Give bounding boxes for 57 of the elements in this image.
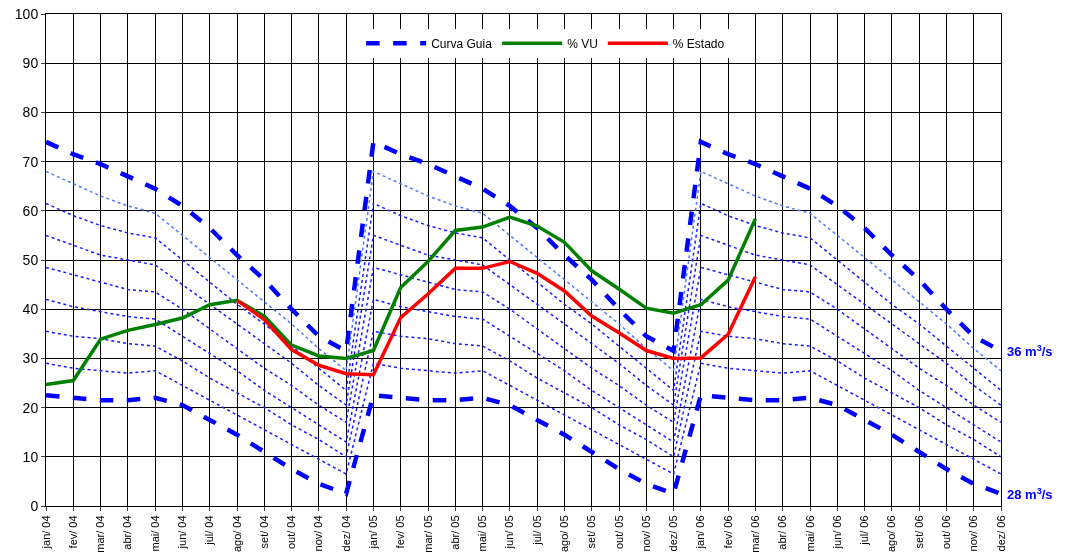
x-tick-label: ago/ 05 — [558, 515, 571, 553]
x-tick-label: abr/ 04 — [121, 515, 134, 550]
annotation: 28 m$^{3}$/s — [1007, 486, 1053, 503]
x-tick-label: jun/ 05 — [503, 515, 516, 550]
x-tick-label: jun/ 04 — [176, 515, 188, 550]
annotation: 36 m$^{3}$/s — [1007, 343, 1053, 360]
line-series — [235, 259, 758, 377]
y-tick-label: 50 — [22, 251, 39, 268]
x-tick-label: mar/ 05 — [421, 515, 434, 553]
x-tick-label: mar/ 06 — [749, 515, 762, 553]
y-tick-label: 90 — [22, 55, 39, 72]
y-tick-label: 0 — [30, 497, 39, 514]
x-tick-label: abr/ 05 — [448, 515, 461, 550]
x-tick-label: out/ 05 — [612, 515, 625, 550]
x-tick-label: set/ 06 — [912, 515, 925, 549]
x-tick-label: fev/ 05 — [394, 515, 407, 549]
x-tick-label: nov/ 05 — [639, 515, 652, 552]
x-tick-label: out/ 04 — [285, 515, 298, 550]
y-tick-label: 80 — [22, 104, 39, 121]
legend-label: % Estado — [672, 36, 725, 51]
x-tick-label: nov/ 06 — [967, 515, 980, 552]
x-tick-label: jul/ 05 — [530, 515, 543, 546]
x-tick-label: mai/ 06 — [803, 515, 816, 552]
y-tick-label: 20 — [22, 399, 39, 416]
x-tick-label: set/ 04 — [257, 515, 270, 549]
y-tick-label: 30 — [22, 350, 39, 367]
x-tick-label: jan/ 05 — [367, 515, 380, 550]
line-series — [46, 170, 1001, 372]
x-tick-label: mai/ 04 — [148, 515, 161, 552]
x-tick-label: jan/ 06 — [694, 515, 707, 550]
x-tick-label: mai/ 05 — [476, 515, 489, 552]
x-tick-label: fev/ 04 — [66, 515, 79, 549]
x-tick-label: abr/ 06 — [776, 515, 789, 550]
x-tick-label: dez/ 06 — [994, 515, 1007, 552]
legend-label: % VU — [567, 36, 598, 51]
line-series — [46, 393, 1001, 496]
x-tick-label: ago/ 04 — [230, 515, 243, 553]
x-tick-label: nov/ 04 — [312, 515, 325, 552]
x-tick-label: fev/ 06 — [721, 515, 734, 549]
x-tick-label: set/ 05 — [585, 515, 598, 549]
x-tick-label: dez/ 05 — [667, 515, 680, 552]
y-tick-label: 60 — [22, 202, 39, 219]
x-tick-label: out/ 06 — [940, 515, 953, 550]
y-tick-label: 100 — [14, 5, 39, 22]
x-tick-label: jul/ 04 — [203, 515, 216, 546]
x-tick-label: jan/ 04 — [39, 515, 52, 550]
y-tick-label: 70 — [22, 153, 39, 170]
y-tick-label: 40 — [22, 301, 39, 318]
x-tick-label: jun/ 06 — [830, 515, 843, 550]
y-tick-label: 10 — [22, 448, 39, 465]
x-tick-label: dez/ 04 — [339, 515, 352, 552]
x-tick-label: mar/ 04 — [94, 515, 107, 553]
line-series — [46, 215, 758, 387]
x-tick-label: jul/ 06 — [858, 515, 871, 546]
x-tick-label: ago/ 06 — [885, 515, 898, 553]
line-series — [46, 362, 1001, 475]
legend-label: Curva Guia — [431, 36, 493, 51]
